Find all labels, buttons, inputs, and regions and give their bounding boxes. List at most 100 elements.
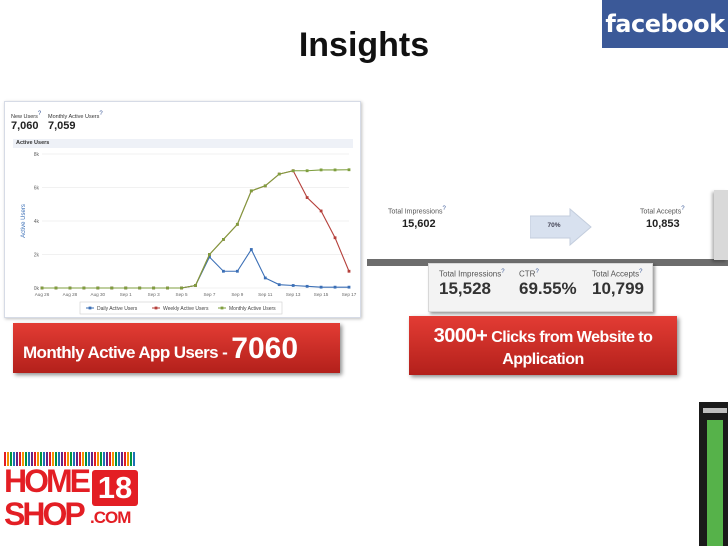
- monthly-active-label: Monthly Active Users: [48, 113, 100, 120]
- box-ctr-label: CTR: [519, 269, 536, 279]
- data-point: [222, 269, 225, 273]
- banner-left-number: 7060: [231, 332, 299, 365]
- logo-stripe: [115, 452, 117, 466]
- logo-stripe: [112, 452, 114, 466]
- legend-label: Daily Active Users: [97, 306, 138, 312]
- logo-stripe: [82, 452, 84, 466]
- x-tick-label: Sep 5: [176, 292, 188, 297]
- data-point: [305, 196, 309, 199]
- accepts-stat: Total Accepts? 10,853: [640, 206, 685, 230]
- logo-stripe: [76, 452, 78, 466]
- data-point: [277, 283, 281, 287]
- logo-stripe: [64, 452, 66, 466]
- logo-stripe: [37, 452, 39, 466]
- data-point: [333, 285, 337, 289]
- logo-stripe: [43, 452, 45, 466]
- x-tick-label: Sep 11: [258, 292, 273, 297]
- help-icon[interactable]: ?: [535, 269, 539, 275]
- data-point: [305, 169, 309, 173]
- x-tick-label: Sep 7: [203, 292, 215, 297]
- monthly-active-banner: Monthly Active App Users - 7060: [13, 323, 340, 373]
- data-point: [319, 285, 323, 289]
- box-impressions-value: 15,528: [439, 278, 491, 298]
- impressions-label: Total Impressions: [388, 208, 443, 216]
- monthly-active-value: 7,059: [48, 119, 76, 132]
- help-icon[interactable]: ?: [442, 206, 446, 212]
- data-point: [291, 169, 295, 173]
- logo-stripe: [73, 452, 75, 466]
- logo-stripe: [31, 452, 33, 466]
- impressions-box: Total Impressions? 15,528 CTR? 69.55% To…: [428, 263, 653, 312]
- box-impressions-stat: Total Impressions? 15,528: [439, 269, 505, 299]
- logo-stripe: [4, 452, 6, 466]
- logo-stripe: [109, 452, 111, 466]
- logo-stripe: [10, 452, 12, 466]
- logo-stripe: [61, 452, 63, 466]
- logo-stripe: [55, 452, 57, 466]
- logo-stripe: [16, 452, 18, 466]
- logo-stripe: [94, 452, 96, 466]
- x-tick-label: Sep 1: [120, 292, 132, 297]
- legend-label: Monthly Active Users: [229, 306, 276, 312]
- help-icon[interactable]: ?: [37, 111, 42, 117]
- logo-stripe: [124, 452, 126, 466]
- logo-stripe: [121, 452, 123, 466]
- logo-stripe: [85, 452, 87, 466]
- help-icon[interactable]: ?: [639, 269, 643, 275]
- logo-home: HOME: [4, 463, 91, 499]
- logo-stripe: [106, 452, 108, 466]
- ctr-arrow-icon: [530, 208, 592, 246]
- box-ctr-value: 69.55%: [519, 278, 577, 298]
- new-users-stat: New Users? 7,060: [11, 111, 41, 132]
- logo-stripe: [88, 452, 90, 466]
- series-line: [42, 170, 350, 289]
- logo-stripe: [52, 452, 54, 466]
- logo-stripe: [28, 452, 30, 466]
- x-tick-label: Aug 30: [91, 292, 106, 297]
- y-tick-label: 4k: [34, 219, 40, 225]
- logo-stripe: [46, 452, 48, 466]
- box-impressions-label: Total Impressions: [439, 269, 502, 279]
- legend-marker: [154, 306, 158, 310]
- slide-title: Insights: [298, 26, 430, 64]
- x-tick-label: Sep 13: [286, 292, 301, 297]
- logo-stripe: [67, 452, 69, 466]
- chart-title: Active Users: [13, 139, 353, 148]
- ctr-value: 70%: [547, 222, 561, 229]
- data-point: [319, 209, 323, 213]
- data-point: [124, 286, 128, 290]
- logo-stripe: [40, 452, 42, 466]
- logo-stripe: [118, 452, 120, 466]
- logo-stripe: [130, 452, 132, 466]
- data-point: [263, 276, 267, 280]
- data-point: [333, 168, 337, 172]
- data-point: [40, 286, 44, 290]
- box-accepts-stat: Total Accepts? 10,799: [592, 269, 644, 299]
- logo-stripes-icon: [4, 452, 135, 466]
- new-users-label: New Users: [11, 113, 38, 120]
- y-tick-label: 8k: [34, 152, 40, 158]
- help-icon[interactable]: ?: [501, 269, 505, 275]
- logo-stripe: [13, 452, 15, 466]
- x-tick-label: Sep 17: [342, 292, 357, 297]
- logo-18-badge: 18: [92, 470, 138, 506]
- logo-stripe: [100, 452, 102, 466]
- accepts-label: Total Accepts: [640, 208, 682, 216]
- banner-left-text: Monthly Active App Users -: [23, 343, 232, 362]
- data-point: [222, 238, 225, 241]
- data-point: [138, 286, 142, 290]
- help-icon[interactable]: ?: [99, 111, 103, 117]
- legend-label: Weekly Active Users: [163, 306, 209, 312]
- data-point: [194, 284, 197, 287]
- facebook-logo: facebook: [602, 0, 728, 48]
- help-icon[interactable]: ?: [681, 206, 685, 212]
- logo-stripe: [97, 452, 99, 466]
- x-tick-label: Aug 28: [63, 292, 78, 297]
- logo-shop: SHOP: [4, 496, 86, 532]
- chart-legend: [79, 301, 283, 315]
- insights-chart-card: New Users? 7,060 Monthly Active Users? 7…: [4, 101, 361, 318]
- logo-stripe: [79, 452, 81, 466]
- data-point: [54, 286, 58, 290]
- box-accepts-value: 10,799: [592, 278, 644, 298]
- side-decoration: [699, 402, 728, 546]
